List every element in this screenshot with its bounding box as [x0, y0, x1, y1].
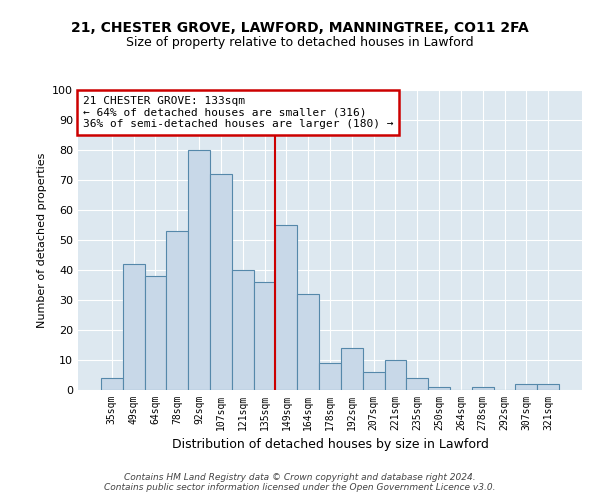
- Bar: [232, 270, 254, 390]
- Bar: [210, 174, 232, 390]
- Bar: [319, 363, 341, 390]
- X-axis label: Distribution of detached houses by size in Lawford: Distribution of detached houses by size …: [172, 438, 488, 452]
- Bar: [472, 387, 494, 390]
- Bar: [123, 264, 145, 390]
- Bar: [385, 360, 406, 390]
- Bar: [515, 384, 537, 390]
- Bar: [406, 378, 428, 390]
- Bar: [275, 225, 297, 390]
- Bar: [297, 294, 319, 390]
- Y-axis label: Number of detached properties: Number of detached properties: [37, 152, 47, 328]
- Bar: [537, 384, 559, 390]
- Text: Contains HM Land Registry data © Crown copyright and database right 2024.
Contai: Contains HM Land Registry data © Crown c…: [104, 473, 496, 492]
- Bar: [428, 387, 450, 390]
- Text: Size of property relative to detached houses in Lawford: Size of property relative to detached ho…: [126, 36, 474, 49]
- Bar: [254, 282, 275, 390]
- Bar: [363, 372, 385, 390]
- Bar: [166, 231, 188, 390]
- Bar: [188, 150, 210, 390]
- Bar: [145, 276, 166, 390]
- Text: 21, CHESTER GROVE, LAWFORD, MANNINGTREE, CO11 2FA: 21, CHESTER GROVE, LAWFORD, MANNINGTREE,…: [71, 22, 529, 36]
- Text: 21 CHESTER GROVE: 133sqm
← 64% of detached houses are smaller (316)
36% of semi-: 21 CHESTER GROVE: 133sqm ← 64% of detach…: [83, 96, 394, 129]
- Bar: [341, 348, 363, 390]
- Bar: [101, 378, 123, 390]
